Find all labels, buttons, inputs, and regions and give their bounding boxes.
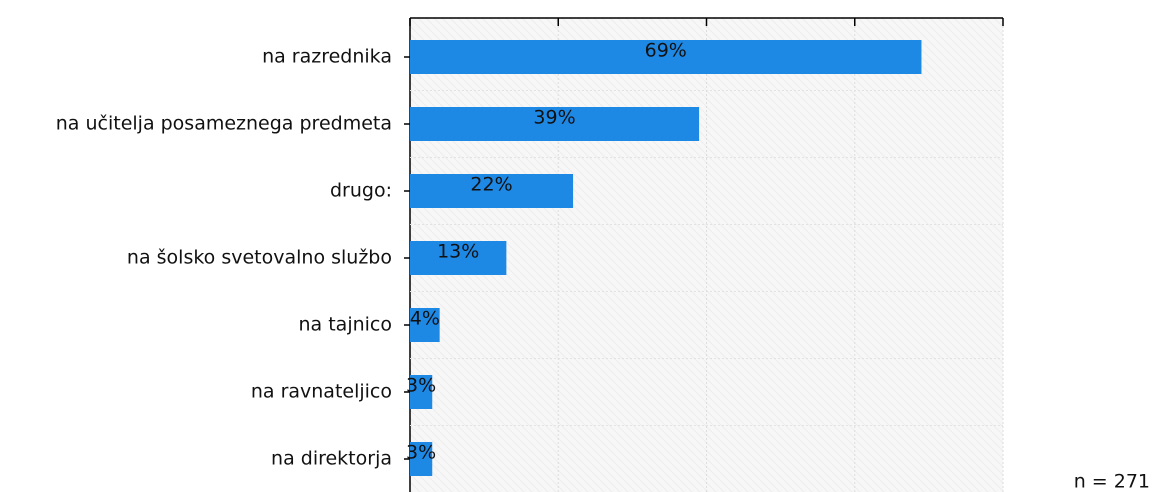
y-tick-label: na razrednika [262, 46, 392, 68]
y-tick-label: na ravnateljico [251, 381, 392, 403]
value-label: 3% [406, 442, 436, 464]
y-tick-label: na učitelja posameznega predmeta [56, 113, 392, 135]
y-tick-label: na šolsko svetovalno službo [127, 247, 392, 269]
value-label: 4% [410, 308, 440, 330]
value-label: 39% [533, 107, 575, 129]
y-tick-label: drugo: [330, 180, 392, 202]
bar [410, 40, 922, 74]
note: n = 271 [1074, 471, 1150, 492]
value-label: 69% [645, 40, 687, 62]
y-tick-label: na tajnico [299, 314, 393, 336]
bar [410, 375, 433, 409]
bar [410, 442, 433, 476]
bar [410, 241, 507, 275]
bar [410, 308, 440, 342]
bar [410, 174, 574, 208]
value-label: 13% [437, 241, 479, 263]
bar [410, 107, 700, 141]
value-label: 3% [406, 375, 436, 397]
value-label: 22% [470, 174, 512, 196]
y-tick-label: na direktorja [271, 448, 392, 470]
